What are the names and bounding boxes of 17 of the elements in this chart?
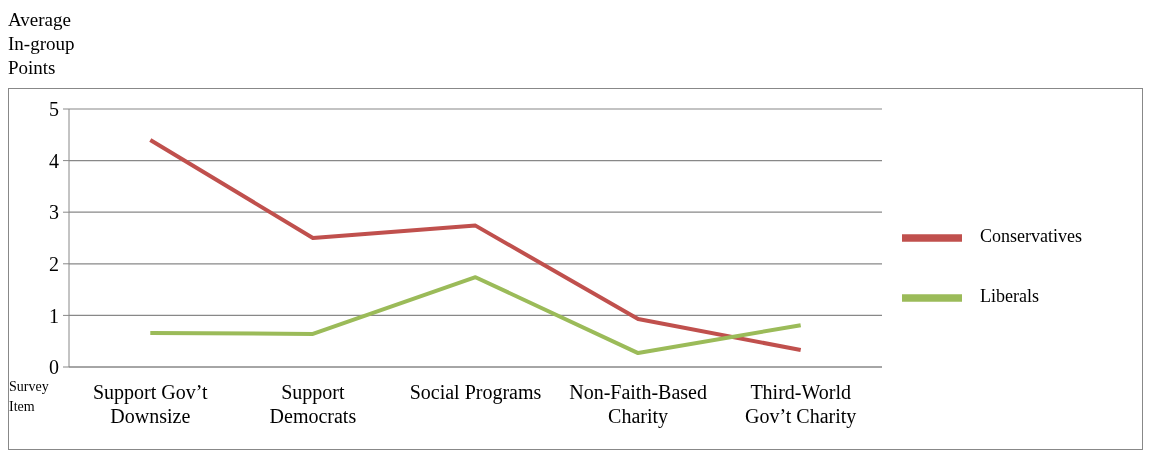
line-series	[148, 275, 803, 356]
legend-label: Conservatives	[980, 226, 1082, 247]
x-axis-title: Survey Item	[9, 378, 49, 416]
y-tick-label: 3	[49, 201, 59, 224]
line-series	[148, 137, 803, 352]
legend-label: Liberals	[980, 286, 1039, 307]
y-tick-label: 2	[49, 252, 59, 275]
x-tick-label: Non-Faith-Based Charity	[569, 381, 707, 428]
x-tick-label: Social Programs	[409, 381, 542, 404]
y-tick-label: 4	[49, 149, 59, 172]
y-axis-title: Average In-group Points	[8, 8, 76, 80]
x-tick-label: Support Democrats	[269, 381, 357, 427]
y-tick-label: 0	[49, 356, 59, 379]
y-tick-label: 1	[49, 304, 59, 327]
x-tick-label: Third-World Gov’t Charity	[745, 381, 857, 428]
x-tick-label: Support Gov’t Downsize	[92, 381, 209, 427]
y-tick-label: 5	[49, 98, 59, 121]
